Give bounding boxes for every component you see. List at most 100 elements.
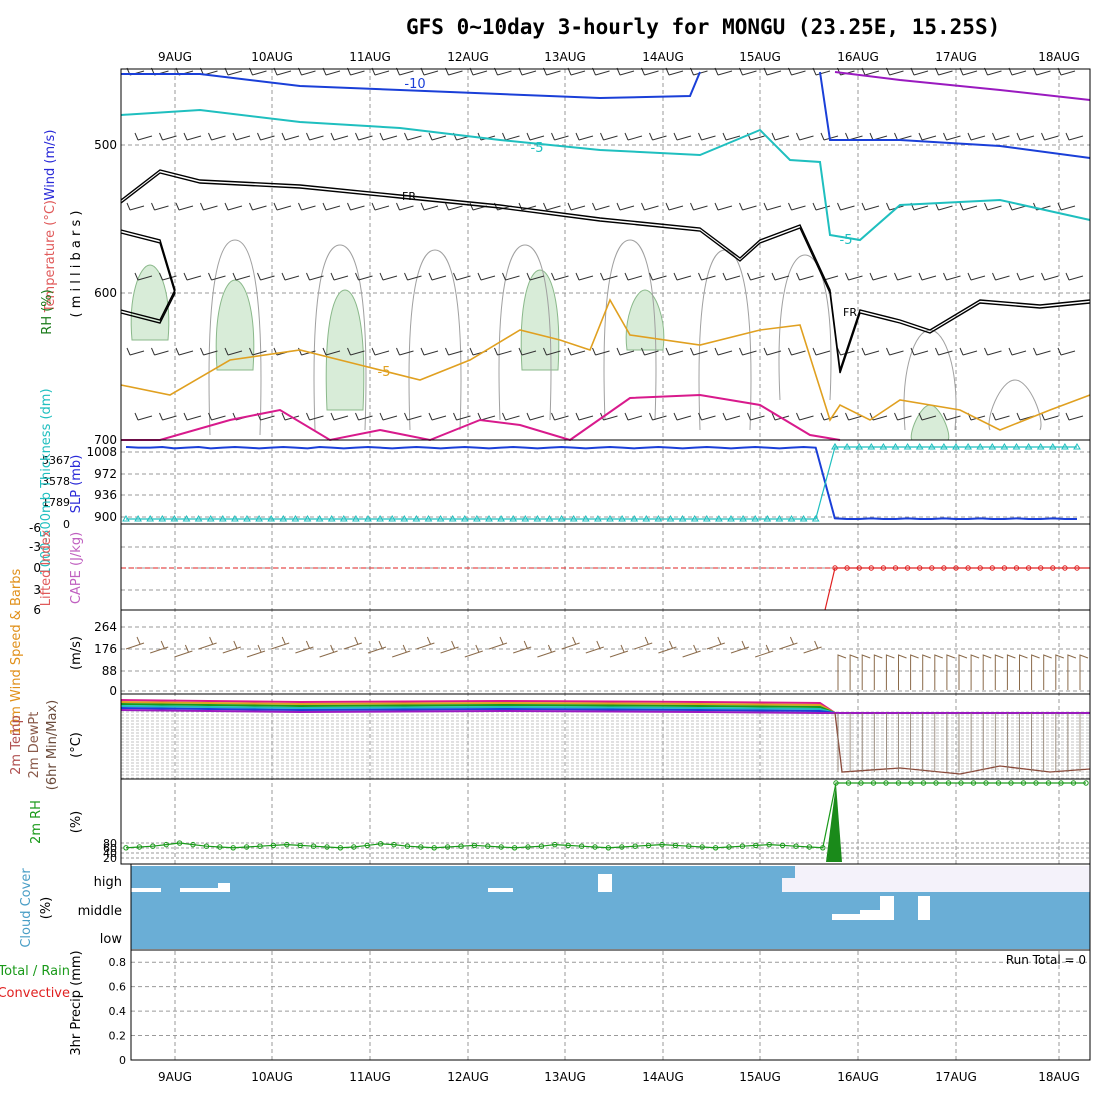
wind-barb — [575, 412, 594, 421]
wind-barb — [502, 272, 520, 281]
wind10m-barb — [730, 640, 750, 654]
cloud-content — [131, 866, 1090, 949]
wind10m-barb — [922, 654, 931, 690]
wind-barb — [698, 272, 716, 281]
rh2m-marker — [945, 780, 952, 786]
wind-barb — [257, 272, 275, 281]
wind10m-marker — [655, 687, 661, 693]
wind-barb — [322, 202, 341, 211]
wind-barb — [306, 412, 324, 421]
wind10m-barb — [837, 654, 847, 690]
wind10m-barb — [150, 640, 169, 654]
thickness-marker — [903, 443, 912, 450]
thickness-marker — [146, 515, 155, 522]
wind10m-marker — [171, 687, 177, 693]
thickness-marker — [376, 515, 384, 522]
wind-barb — [861, 202, 880, 211]
temp2m-label: 2m Temp — [9, 715, 24, 775]
date-label-top: 11AUG — [349, 50, 391, 64]
wind-barb — [330, 412, 349, 421]
wind-barb — [249, 202, 267, 211]
rh2m-marker — [525, 844, 531, 850]
rh2m-marker — [983, 780, 989, 786]
wind10m-barb — [706, 636, 725, 650]
temp2m-band — [120, 699, 836, 714]
rh2m-marker — [337, 845, 344, 851]
rh2m-marker — [552, 841, 558, 848]
wind-barb — [134, 132, 153, 141]
wind10m-marker — [631, 687, 637, 693]
rh2m-marker — [511, 845, 518, 851]
thickness-marker — [879, 443, 888, 450]
wind-barb — [820, 132, 839, 141]
wind-barb — [1033, 347, 1051, 356]
rh2m-marker — [498, 844, 504, 850]
li-marker — [904, 565, 911, 571]
wind10m-marker — [583, 687, 589, 693]
wind10m-marker — [995, 614, 1001, 620]
wind-barb — [788, 347, 806, 356]
rh-shading — [215, 279, 255, 371]
rh2m-marker — [779, 842, 786, 849]
wind-barb — [420, 202, 439, 211]
wind10m-marker — [196, 687, 202, 693]
thickness-marker — [1024, 443, 1033, 450]
date-label-bottom: 15AUG — [739, 1070, 781, 1084]
wind10m-marker — [534, 687, 540, 693]
wind-barb — [698, 132, 716, 141]
wind10m-barb — [585, 640, 604, 654]
rh2m-marker — [712, 845, 719, 851]
thickness-marker — [952, 443, 960, 450]
rh2m-marker — [820, 845, 826, 851]
rh-shading — [325, 289, 365, 411]
cloud-high-clear — [782, 866, 1090, 892]
wind10m-marker — [728, 687, 734, 693]
rh2m-marker — [444, 844, 451, 850]
thickness-line — [126, 446, 1077, 520]
date-label-top: 13AUG — [544, 50, 586, 64]
run-total: Run Total = 0 — [1006, 953, 1086, 967]
wind-barb — [722, 132, 741, 141]
thickness-marker — [988, 443, 997, 450]
wind-barb — [722, 412, 741, 421]
thickness-marker — [654, 515, 663, 522]
wind-barb — [183, 132, 202, 141]
wind10m-barb — [513, 640, 532, 654]
rh2m-marker — [1008, 780, 1014, 786]
thickness-tick-label: 1789 — [42, 496, 70, 509]
date-label-top: 9AUG — [158, 50, 192, 64]
wind-barb — [698, 412, 716, 421]
wind-barb — [918, 132, 937, 141]
wind-barb — [722, 272, 741, 281]
wind-barb — [845, 272, 863, 281]
wind10m-barb — [779, 636, 798, 650]
contour-label: FR — [843, 306, 857, 319]
thickness-marker — [134, 515, 142, 522]
temp-contour-orange — [120, 298, 1091, 431]
wind-barb — [1041, 412, 1059, 421]
rh2m-marker — [920, 780, 927, 786]
li-marker — [953, 565, 959, 571]
wind-barb — [347, 347, 365, 356]
thickness-marker — [448, 515, 457, 522]
lifted-index-label: Lifted Index — [39, 529, 54, 606]
wind10m-marker — [1077, 615, 1083, 621]
thickness-marker — [630, 515, 639, 522]
wind-barb — [551, 412, 569, 421]
wind10m-marker — [559, 687, 565, 693]
wind-contour-after — [819, 71, 1091, 159]
date-label-bottom: 18AUG — [1038, 1070, 1080, 1084]
rh2m-marker — [619, 844, 625, 850]
wind10m-label: 10m Wind Speed & Barbs — [9, 569, 24, 736]
rh2m-marker — [1045, 780, 1052, 786]
wind10m-barb — [343, 636, 362, 650]
wind10m-barb — [803, 640, 822, 654]
wind-barb — [404, 412, 422, 421]
date-label-top: 12AUG — [447, 50, 489, 64]
temperature-label: Temperature (°C) — [43, 200, 58, 313]
thickness-marker — [927, 443, 936, 450]
thickness-marker — [170, 515, 179, 522]
cloud-clear-patch — [832, 914, 876, 920]
wind-barb — [673, 272, 692, 281]
